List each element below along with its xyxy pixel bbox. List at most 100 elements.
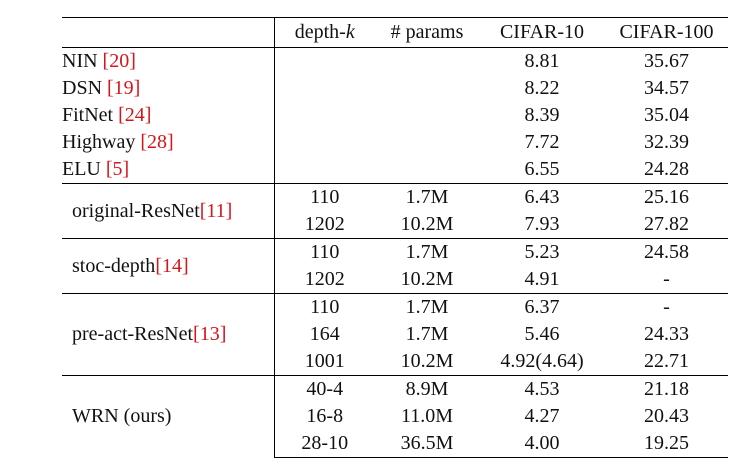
- depth-cell: 110: [273, 293, 375, 321]
- header-depth: depth-k: [273, 17, 375, 48]
- depth-cell: 16-8: [273, 403, 375, 430]
- cifar100-cell: 24.58: [605, 238, 728, 266]
- table-row: FitNet [24] 8.39 35.04: [62, 102, 728, 129]
- cifar100-cell: 34.57: [644, 77, 689, 99]
- cifar10-cell: 7.72: [524, 131, 560, 153]
- table-row: pre-act-ResNet[13] 110 1.7M 6.37 -: [62, 293, 728, 376]
- citation-link[interactable]: [19]: [107, 77, 141, 99]
- params-cell: 1.7M: [405, 323, 449, 345]
- params-cell: [375, 129, 479, 156]
- table-row: 1202 10.2M 7.93 27.82: [62, 211, 728, 239]
- header-cifar100: CIFAR-100: [605, 17, 728, 48]
- citation-link[interactable]: [24]: [118, 104, 152, 126]
- cifar10-cell: 5.23: [479, 238, 605, 266]
- cifar100-cell: 22.71: [644, 350, 689, 372]
- table-row: 16-8 11.0M 4.27 20.43: [62, 403, 728, 430]
- cifar10-cell: 6.55: [524, 158, 560, 180]
- cifar100-cell: -: [663, 268, 670, 290]
- method-cell: Highway [28]: [62, 129, 274, 156]
- citation-link[interactable]: [28]: [140, 131, 174, 153]
- cifar100-cell: -: [605, 293, 728, 321]
- cifar10-cell: 6.37: [479, 293, 605, 321]
- citation-link[interactable]: [20]: [102, 50, 136, 72]
- pre-act-resnet-group: pre-act-ResNet[13] 110 1.7M 6.37 - 164 1…: [62, 293, 728, 376]
- cifar10-cell: 8.22: [524, 77, 560, 99]
- params-cell: 1.7M: [375, 293, 479, 321]
- depth-cell: 28-10: [273, 430, 375, 458]
- cifar10-cell: 6.43: [479, 183, 605, 211]
- stoc-depth-group: stoc-depth[14] 110 1.7M 5.23 24.58 1202 …: [62, 238, 728, 294]
- params-cell: 11.0M: [400, 405, 454, 427]
- cifar100-cell: 24.33: [644, 323, 689, 345]
- cifar100-best-cell: 19.25: [605, 430, 728, 458]
- params-cell: [375, 75, 479, 102]
- method-cell: original-ResNet[11]: [62, 183, 274, 239]
- method-name: pre-act-ResNet: [72, 323, 194, 345]
- params-cell: 36.5M: [375, 430, 479, 458]
- citation-link[interactable]: [11]: [199, 199, 233, 222]
- params-cell: 1.7M: [375, 183, 479, 211]
- citation-link[interactable]: [5]: [105, 158, 130, 180]
- header-cifar10: CIFAR-10: [479, 17, 605, 48]
- method-cell: ELU [5]: [62, 156, 274, 184]
- cifar10-cell: 4.91: [524, 268, 560, 290]
- wrn-group: WRN (ours) 40-4 8.9M 4.53 21.18 16-8 11.…: [62, 375, 728, 458]
- table-row: 1202 10.2M 4.91 -: [62, 266, 728, 294]
- cifar10-cell: 4.92(4.64): [500, 350, 584, 372]
- depth-cell: [273, 47, 375, 75]
- params-cell: 8.9M: [375, 375, 479, 403]
- header-params: # params: [375, 17, 479, 48]
- original-resnet-group: original-ResNet[11] 110 1.7M 6.43 25.16 …: [62, 183, 728, 239]
- method-name: WRN (ours): [72, 405, 172, 428]
- depth-cell: [273, 129, 375, 156]
- cifar100-cell: 35.04: [644, 104, 689, 126]
- citation-link[interactable]: [14]: [155, 254, 189, 277]
- params-cell: 1.7M: [375, 238, 479, 266]
- depth-cell: 164: [273, 321, 375, 348]
- method-cell: FitNet [24]: [62, 102, 274, 129]
- cifar10-best-cell: 4.00: [479, 430, 605, 458]
- citation-link[interactable]: [13]: [193, 323, 227, 345]
- cifar10-cell: 7.93: [524, 213, 560, 235]
- method-name: NIN: [62, 50, 103, 72]
- results-table: depth-k # params CIFAR-10 CIFAR-100 NIN …: [62, 17, 728, 458]
- header-depth-k: k: [345, 21, 355, 43]
- method-name: FitNet: [62, 104, 119, 126]
- cifar10-cell: 4.53: [479, 375, 605, 403]
- method-name: Highway: [62, 131, 141, 153]
- depth-cell: [273, 75, 375, 102]
- table-row: 1001 10.2M 4.92(4.64) 22.71: [62, 348, 728, 376]
- table-row: 28-10 36.5M 4.00 19.25: [62, 430, 728, 458]
- table-header: depth-k # params CIFAR-10 CIFAR-100: [62, 17, 728, 48]
- header-depth-text: depth-: [294, 21, 346, 43]
- cifar100-cell: 24.28: [644, 158, 689, 180]
- table-row: 164 1.7M 5.46 24.33: [62, 321, 728, 348]
- table-row: DSN [19] 8.22 34.57: [62, 75, 728, 102]
- params-cell: [375, 47, 479, 75]
- cifar100-cell: 35.67: [605, 47, 728, 75]
- method-name: ELU: [62, 158, 106, 180]
- depth-cell: 1001: [273, 348, 375, 376]
- depth-cell: 1202: [273, 211, 375, 239]
- method-cell: stoc-depth[14]: [62, 238, 274, 294]
- depth-cell: 1202: [273, 266, 375, 294]
- depth-cell: [273, 156, 375, 184]
- table-row: WRN (ours) 40-4 8.9M 4.53 21.18: [62, 375, 728, 458]
- depth-cell: 40-4: [273, 375, 375, 403]
- depth-cell: 110: [273, 183, 375, 211]
- params-cell: [375, 156, 479, 184]
- method-cell: NIN [20]: [62, 47, 274, 75]
- method-cell: pre-act-ResNet[13]: [62, 293, 274, 376]
- cifar10-cell: 5.46: [524, 323, 560, 345]
- cifar10-cell: 8.81: [479, 47, 605, 75]
- cifar100-cell: 27.82: [644, 213, 689, 235]
- params-cell: 10.2M: [400, 350, 454, 372]
- table-row: Highway [28] 7.72 32.39: [62, 129, 728, 156]
- table-row: NIN [20] 8.81 35.67: [62, 47, 728, 75]
- cifar100-cell: 21.18: [605, 375, 728, 403]
- method-name: DSN: [62, 77, 108, 99]
- method-cell: WRN (ours): [62, 375, 274, 458]
- table-row: original-ResNet[11] 110 1.7M 6.43 25.16: [62, 183, 728, 239]
- method-cell: DSN [19]: [62, 75, 274, 102]
- baseline-group: NIN [20] 8.81 35.67 DSN [19] 8.22 34.57 …: [62, 47, 728, 184]
